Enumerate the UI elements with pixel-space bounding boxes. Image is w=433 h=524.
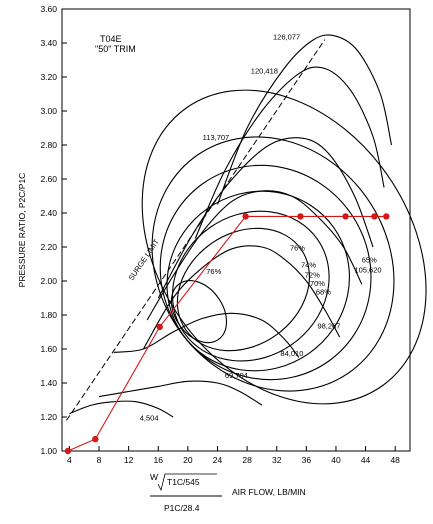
efficiency-label-3: 72% bbox=[305, 271, 320, 280]
efficiency-label-2: 74% bbox=[301, 260, 316, 269]
efficiency-label-5: 68% bbox=[316, 288, 331, 297]
x-tick-label: 4 bbox=[67, 455, 72, 465]
operating-point-2 bbox=[156, 323, 163, 331]
operating-point-3 bbox=[242, 213, 249, 220]
speed-label-1: 120,418 bbox=[251, 67, 278, 76]
y-tick-label: 2.40 bbox=[40, 208, 57, 218]
sqrt-sign bbox=[157, 473, 217, 492]
x-formula-numerator: T1C/545 bbox=[167, 477, 200, 487]
speed-label-5: 84,010 bbox=[280, 349, 303, 358]
operating-point-7 bbox=[383, 213, 390, 220]
surge-limit-label: SURGE LIMIT bbox=[127, 237, 162, 282]
chart-title-line-2: "50" TRIM bbox=[95, 44, 136, 54]
x-tick-label: 28 bbox=[242, 455, 252, 465]
y-tick-label: 1.40 bbox=[40, 378, 57, 388]
efficiency-label-1: 76% bbox=[290, 243, 305, 252]
x-formula-denominator: P1C/28.4 bbox=[164, 503, 200, 513]
speed-label-7: 4,504 bbox=[140, 413, 159, 422]
speed-line-2 bbox=[157, 137, 374, 299]
speed-line-4 bbox=[142, 245, 341, 350]
speed-line-3 bbox=[146, 190, 363, 321]
speed-line-0 bbox=[216, 34, 393, 205]
x-formula-w: W bbox=[150, 472, 158, 482]
operating-point-0 bbox=[64, 447, 72, 455]
operating-line-layer bbox=[64, 213, 390, 455]
axes-layer: 1.00 1.20 1.40 1.60 1.80 2.00 2.20 2.40 2.60 2.80… bbox=[17, 4, 411, 513]
x-tick-label: 8 bbox=[97, 455, 102, 465]
x-tick-label: 40 bbox=[331, 455, 341, 465]
operating-point-5 bbox=[342, 213, 349, 220]
x-tick-label: 48 bbox=[390, 455, 400, 465]
curves-layer bbox=[66, 34, 427, 421]
y-tick-label: 2.20 bbox=[40, 242, 57, 252]
y-tick-label: 1.60 bbox=[40, 344, 57, 354]
x-tick-label: 20 bbox=[183, 455, 193, 465]
x-tick-label: 44 bbox=[361, 455, 371, 465]
y-tick-label: 3.00 bbox=[40, 106, 57, 116]
chart-title-line-1: T04E bbox=[100, 34, 122, 44]
efficiency-island-6 bbox=[141, 89, 427, 405]
speed-label-4: 98,267 bbox=[317, 322, 340, 331]
y-tick-label: 3.60 bbox=[40, 4, 57, 14]
speed-line-6 bbox=[98, 380, 263, 406]
speed-label-0: 126,077 bbox=[273, 33, 300, 42]
y-tick-label: 3.40 bbox=[40, 38, 57, 48]
efficiency-label-0: 76% bbox=[206, 267, 221, 276]
x-tick-label: 36 bbox=[302, 455, 312, 465]
speed-line-5 bbox=[113, 312, 300, 358]
operating-point-4 bbox=[297, 213, 304, 220]
operating-line bbox=[67, 215, 387, 452]
efficiency-label-4: 70% bbox=[310, 279, 325, 288]
speed-label-3: 105,620 bbox=[354, 266, 381, 275]
y-tick-label: 2.00 bbox=[40, 276, 57, 286]
x-axis-label: AIR FLOW, LB/MIN bbox=[232, 487, 306, 497]
surge-limit-line bbox=[66, 39, 326, 421]
y-tick-label: 2.60 bbox=[40, 174, 57, 184]
operating-point-6 bbox=[371, 213, 378, 220]
efficiency-island-1 bbox=[176, 227, 310, 352]
plot-frame bbox=[61, 8, 411, 452]
x-tick-label: 12 bbox=[124, 455, 134, 465]
speed-label-6: 69,704 bbox=[225, 371, 248, 380]
y-tick-label: 2.80 bbox=[40, 140, 57, 150]
speed-label-2: 113,707 bbox=[203, 133, 230, 142]
efficiency-island-5 bbox=[151, 136, 395, 392]
efficiency-island-2 bbox=[171, 210, 330, 362]
y-tick-label: 1.80 bbox=[40, 310, 57, 320]
x-tick-label: 32 bbox=[272, 455, 282, 465]
speed-line-7 bbox=[69, 400, 174, 418]
efficiency-label-6: 65% bbox=[362, 255, 377, 264]
operating-point-1 bbox=[92, 435, 99, 443]
y-axis-label: PRESSURE RATIO, P2C/P1C bbox=[17, 173, 27, 288]
y-tick-label: 3.20 bbox=[40, 72, 57, 82]
y-tick-label: 1.20 bbox=[40, 412, 57, 422]
x-tick-label: 24 bbox=[213, 455, 223, 465]
speed-line-1 bbox=[194, 66, 385, 239]
x-tick-label: 16 bbox=[154, 455, 164, 465]
y-tick-label: 1.00 bbox=[40, 446, 57, 456]
